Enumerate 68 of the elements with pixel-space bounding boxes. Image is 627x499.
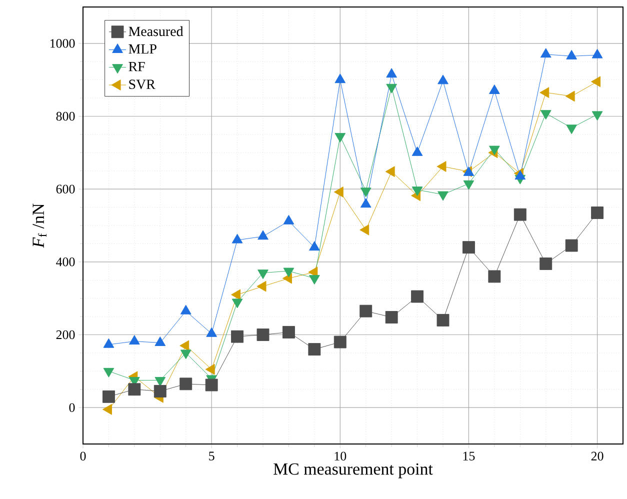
y-tick-label: 600 bbox=[56, 184, 75, 194]
y-axis-title: F$_{f}$ /nN bbox=[32, 204, 46, 248]
point bbox=[309, 241, 320, 251]
point bbox=[514, 208, 526, 221]
y-tick-label: 400 bbox=[56, 258, 75, 266]
x-tick-label: 10 bbox=[334, 452, 346, 461]
point bbox=[591, 76, 601, 88]
point bbox=[463, 166, 474, 176]
point bbox=[334, 336, 346, 348]
point bbox=[256, 328, 270, 341]
point bbox=[540, 48, 552, 58]
point bbox=[591, 206, 604, 219]
point bbox=[540, 87, 550, 98]
point bbox=[103, 368, 114, 378]
point bbox=[360, 198, 372, 208]
x-axis-title: MC measurement point bbox=[274, 463, 433, 478]
point bbox=[232, 234, 243, 244]
point bbox=[129, 335, 140, 345]
point bbox=[360, 224, 370, 236]
point bbox=[282, 326, 295, 338]
legend-label: MLP bbox=[128, 44, 156, 54]
point bbox=[462, 241, 475, 254]
x-tick-label: 0 bbox=[80, 452, 86, 461]
point bbox=[592, 48, 603, 58]
point bbox=[283, 214, 294, 224]
point bbox=[565, 239, 578, 252]
point bbox=[180, 350, 192, 360]
y-tick-label: 200 bbox=[56, 330, 75, 340]
point bbox=[334, 186, 344, 198]
point bbox=[436, 161, 446, 172]
point bbox=[180, 378, 192, 390]
point bbox=[540, 258, 552, 270]
point bbox=[258, 230, 268, 240]
point bbox=[334, 74, 346, 84]
point bbox=[412, 146, 423, 156]
point bbox=[154, 377, 166, 386]
point bbox=[154, 384, 166, 398]
point bbox=[102, 404, 112, 415]
x-tick-label: 20 bbox=[591, 452, 604, 461]
point bbox=[488, 270, 501, 283]
x-tick-label: 15 bbox=[463, 452, 475, 460]
point bbox=[180, 340, 190, 352]
point bbox=[205, 378, 218, 392]
legend-label: Measured bbox=[128, 26, 184, 36]
point bbox=[231, 330, 244, 343]
point bbox=[231, 289, 241, 300]
point bbox=[102, 390, 115, 403]
point bbox=[205, 364, 215, 375]
point bbox=[436, 314, 450, 326]
point bbox=[360, 304, 372, 318]
y-tick-label: 1000 bbox=[50, 39, 75, 48]
legend-label: SVR bbox=[129, 80, 156, 90]
point bbox=[438, 74, 448, 84]
point bbox=[385, 311, 398, 324]
point bbox=[489, 84, 500, 94]
point bbox=[256, 280, 266, 292]
point bbox=[385, 166, 395, 178]
point bbox=[565, 90, 575, 102]
point bbox=[308, 343, 321, 356]
point bbox=[514, 170, 526, 180]
point bbox=[566, 50, 578, 60]
x-tick-label: 5 bbox=[209, 452, 214, 460]
legend-label: RF bbox=[128, 62, 145, 72]
point bbox=[411, 290, 424, 303]
point bbox=[128, 383, 141, 396]
y-tick-label: 800 bbox=[56, 112, 75, 121]
y-tick-label: 0 bbox=[69, 403, 75, 412]
point bbox=[386, 68, 398, 78]
